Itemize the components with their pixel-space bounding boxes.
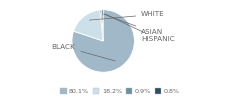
Wedge shape bbox=[102, 10, 103, 41]
Legend: 80.1%, 18.2%, 0.9%, 0.8%: 80.1%, 18.2%, 0.9%, 0.8% bbox=[58, 86, 182, 97]
Wedge shape bbox=[72, 10, 134, 72]
Text: WHITE: WHITE bbox=[89, 12, 165, 20]
Text: ASIAN: ASIAN bbox=[104, 14, 163, 35]
Text: HISPANIC: HISPANIC bbox=[105, 14, 175, 42]
Text: BLACK: BLACK bbox=[52, 44, 115, 61]
Wedge shape bbox=[74, 10, 103, 41]
Wedge shape bbox=[100, 10, 103, 41]
